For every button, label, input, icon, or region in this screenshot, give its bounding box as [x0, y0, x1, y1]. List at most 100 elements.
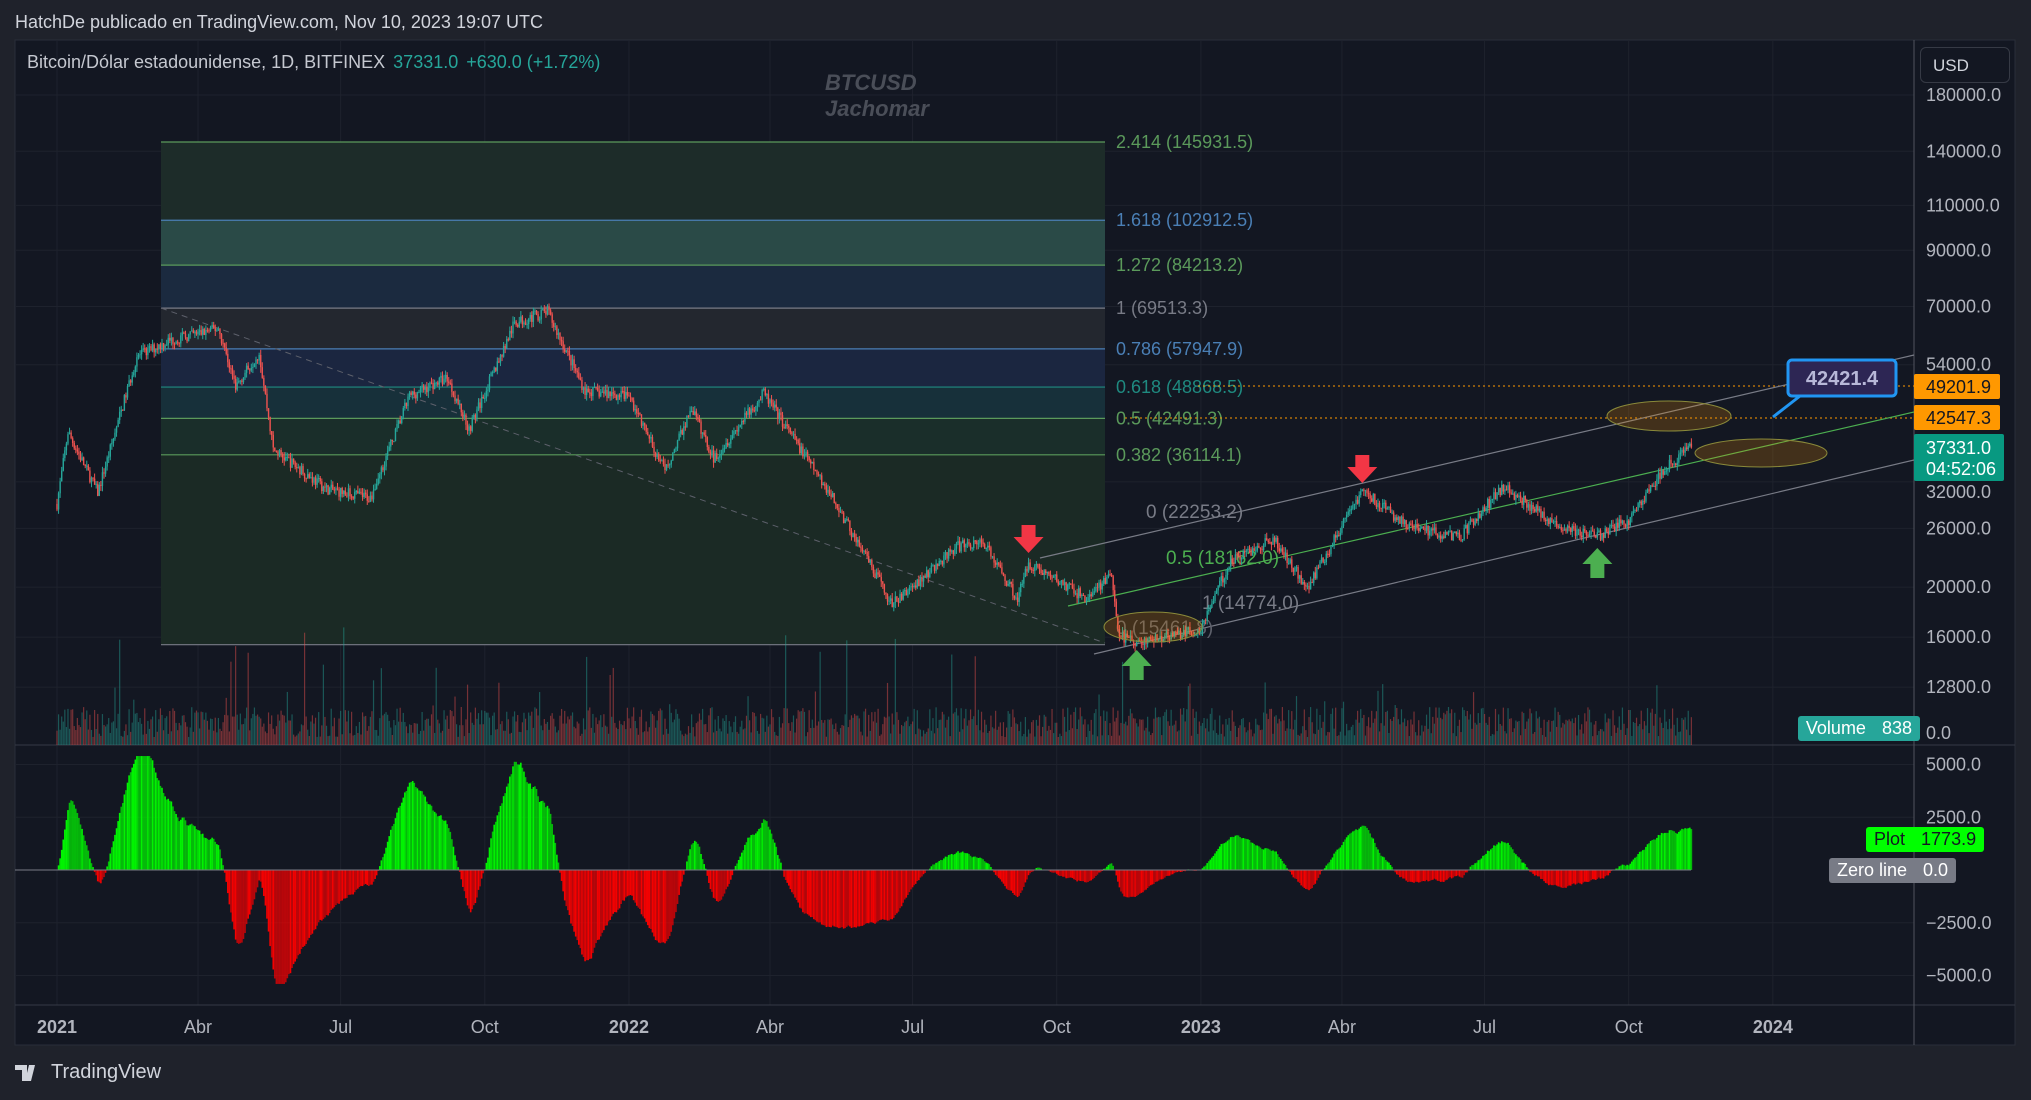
volume-bar: [703, 724, 705, 745]
candle-body: [1391, 512, 1393, 514]
volume-bar: [973, 716, 975, 745]
candle-body: [922, 575, 925, 582]
volume-bar: [256, 714, 259, 745]
candle-body: [668, 464, 671, 466]
oscillator-bar: [1276, 854, 1279, 870]
oscillator-bar: [625, 870, 627, 898]
oscillator-bar: [1565, 870, 1567, 888]
volume-bar: [101, 714, 104, 745]
volume-tick-label: 0.0: [1926, 723, 1951, 743]
oscillator-bar: [311, 870, 314, 934]
volume-bar: [1601, 729, 1603, 745]
candle-body: [465, 414, 467, 425]
candle-body: [1258, 545, 1260, 548]
oscillator-bar: [1060, 870, 1063, 876]
candle-body: [554, 326, 557, 328]
candle-body: [1261, 548, 1263, 551]
currency-button[interactable]: USD: [1920, 47, 2010, 83]
candle-body: [626, 392, 629, 396]
oscillator-bar: [653, 870, 655, 937]
oscillator-bar: [590, 870, 593, 959]
volume-bar: [1637, 726, 1639, 745]
oscillator-bar: [646, 870, 649, 926]
candle-body: [1532, 505, 1534, 510]
volume-bar: [1349, 730, 1351, 745]
volume-bar: [70, 709, 72, 745]
candle-body: [701, 432, 704, 434]
candle-body: [1262, 545, 1265, 551]
oscillator-bar: [1482, 855, 1484, 870]
candle-body: [175, 341, 177, 345]
oscillator-bar: [145, 756, 148, 870]
tradingview-logo[interactable]: TradingView: [15, 1061, 161, 1084]
oscillator-bar: [1529, 870, 1531, 872]
volume-bar: [404, 722, 406, 745]
oscillator-bar: [866, 870, 868, 924]
last-price-label-bg: [1914, 434, 2004, 481]
volume-bar: [131, 722, 133, 745]
volume-bar: [1281, 707, 1283, 745]
oscillator-bar: [269, 870, 271, 947]
candle-body: [899, 593, 901, 603]
volume-bar: [466, 684, 469, 745]
candle-body: [1443, 536, 1445, 538]
volume-bar: [1449, 713, 1451, 745]
oscillator-bar: [1272, 850, 1274, 870]
oscillator-bar: [1128, 870, 1130, 898]
volume-bar: [644, 731, 646, 745]
volume-bar: [496, 729, 498, 745]
candle-body: [1609, 525, 1611, 535]
volume-bar: [1320, 727, 1323, 745]
volume-bar: [805, 736, 807, 745]
candle-body: [1020, 584, 1022, 593]
oscillator-bar: [551, 824, 553, 870]
volume-bar: [866, 736, 868, 745]
volume-bar: [488, 717, 491, 745]
oscillator-bar: [1394, 870, 1397, 873]
oscillator-bar: [1248, 839, 1251, 870]
volume-bar: [913, 708, 915, 745]
oscillator-bar: [1059, 870, 1061, 877]
oscillator-bar: [463, 870, 466, 892]
candle-body: [1037, 564, 1039, 568]
candle-body: [369, 495, 372, 502]
oscillator-bar: [117, 821, 119, 870]
candle-body: [101, 472, 104, 486]
oscillator-bar: [813, 870, 815, 920]
volume-bar: [615, 727, 618, 745]
oscillator-bar: [1648, 843, 1650, 870]
candle-body: [502, 345, 505, 357]
candle-body: [291, 458, 293, 468]
candle-body: [454, 395, 456, 402]
volume-bar: [310, 721, 312, 745]
candle-body: [670, 460, 672, 465]
candle-body: [734, 430, 737, 432]
volume-bar: [67, 708, 69, 745]
candle-body: [1269, 542, 1271, 544]
candle-body: [614, 393, 616, 396]
volume-bar: [1454, 712, 1456, 745]
volume-bar: [1603, 731, 1605, 745]
volume-bar: [452, 716, 455, 745]
oscillator-bar: [79, 824, 82, 870]
volume-bar: [144, 708, 146, 745]
volume-bar: [272, 728, 274, 745]
candle-body: [1381, 503, 1384, 509]
oscillator-bar: [911, 870, 914, 888]
volume-bar: [653, 715, 655, 745]
fib-band: [161, 265, 1105, 309]
oscillator-bar: [1618, 866, 1621, 870]
volume-bar: [647, 731, 649, 745]
oscillator-bar: [1527, 868, 1530, 870]
oscillator-bar: [1604, 870, 1606, 877]
volume-bar: [1114, 721, 1116, 745]
candle-body: [1501, 484, 1503, 496]
oscillator-bar: [899, 870, 901, 909]
oscillator-bar: [1359, 826, 1362, 870]
volume-bar: [1364, 735, 1367, 745]
oscillator-bar: [676, 870, 679, 904]
volume-bar: [231, 716, 234, 745]
volume-bar: [388, 720, 390, 745]
volume-bar: [1205, 728, 1207, 745]
